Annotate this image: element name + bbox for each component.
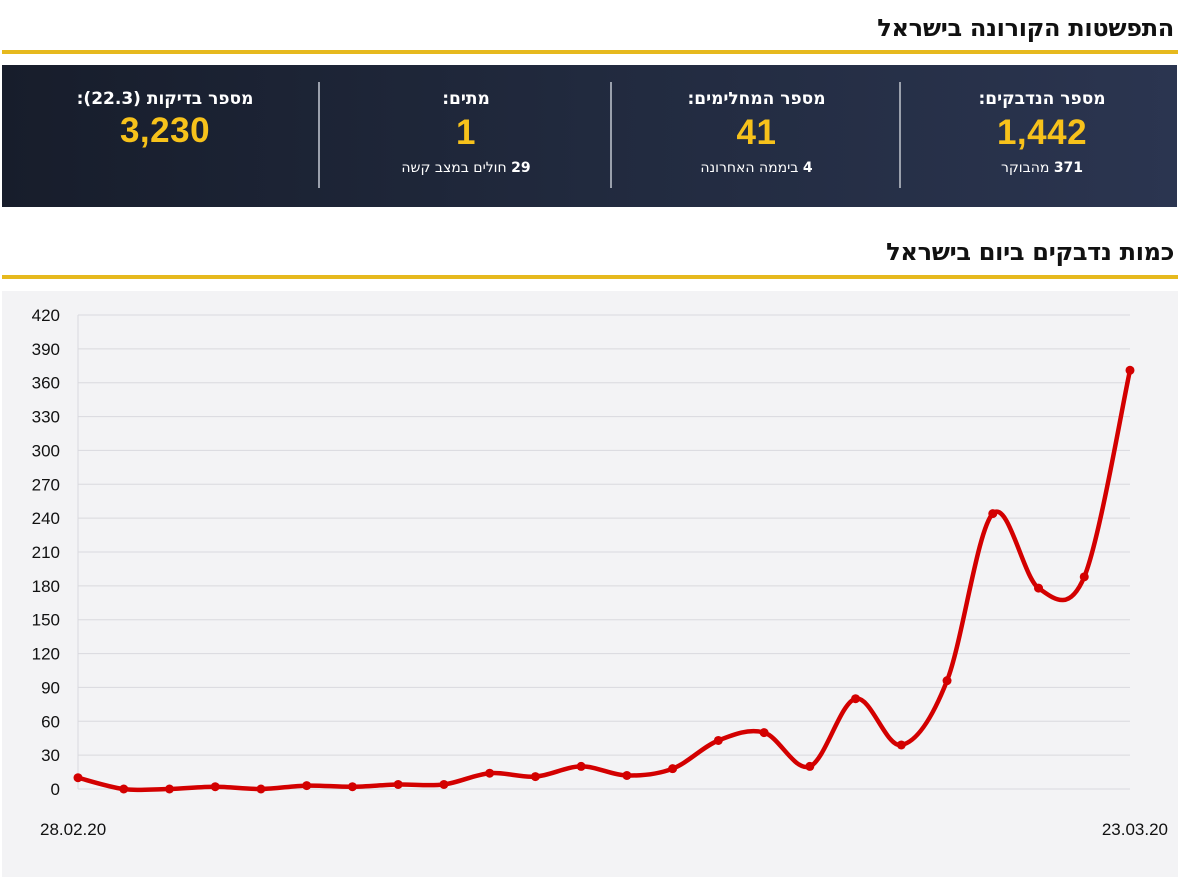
data-point <box>347 782 357 792</box>
y-tick-label: 390 <box>32 340 60 359</box>
data-points <box>73 365 1135 794</box>
stat-divider <box>610 82 612 188</box>
data-point <box>485 768 495 778</box>
stat-deaths: מתים: 1 29 חולים במצב קשה <box>322 65 610 207</box>
page-title: התפשטות הקורונה בישראל <box>877 14 1174 42</box>
series-line <box>75 368 1133 793</box>
line-chart: 0 30 60 90 120 150 180 210 240 270 300 330 360 390 420… <box>32 306 1168 839</box>
chart-panel: 0 30 60 90 120 150 180 210 240 270 300 330 360 390 420… <box>2 291 1178 877</box>
data-point <box>851 694 861 704</box>
chart-title-underline <box>2 275 1178 279</box>
stat-infected-sub: 371 מהבוקר <box>1000 160 1084 176</box>
y-tick-label: 300 <box>32 441 60 460</box>
stat-tests-value: 3,230 <box>119 111 211 150</box>
y-tick-label: 210 <box>32 543 60 562</box>
data-point <box>622 770 632 780</box>
stat-recovered: מספר המחלימים: 41 4 ביממה האחרונה <box>614 65 899 207</box>
stat-deaths-value: 1 <box>456 113 476 152</box>
data-point <box>1079 572 1089 582</box>
y-tick-label: 330 <box>32 408 60 427</box>
data-point <box>1034 583 1044 593</box>
data-point <box>759 728 769 738</box>
stats-panel: מספר הנדבקים: 1,442 371 מהבוקר מספר המחל… <box>2 65 1177 207</box>
stat-deaths-sub: 29 חולים במצב קשה <box>401 160 531 176</box>
data-point <box>896 740 906 750</box>
data-point <box>119 784 129 794</box>
stat-divider <box>318 82 320 188</box>
data-point <box>73 773 83 783</box>
y-tick-label: 270 <box>32 475 60 494</box>
chart-title: כמות נדבקים ביום בישראל <box>886 238 1174 266</box>
y-tick-label: 360 <box>32 374 60 393</box>
stat-divider <box>899 82 901 188</box>
y-axis-ticks: 0 30 60 90 120 150 180 210 240 270 300 330 360 390 420 <box>32 306 60 799</box>
data-point <box>210 782 220 792</box>
stat-recovered-sub: 4 ביממה האחרונה <box>700 160 813 176</box>
data-point <box>530 772 540 782</box>
y-tick-label: 150 <box>32 611 60 630</box>
data-point <box>302 781 312 791</box>
stat-infected-value: 1,442 <box>996 113 1088 152</box>
y-tick-label: 0 <box>51 780 60 799</box>
y-tick-label: 30 <box>41 746 60 765</box>
data-point <box>1125 365 1135 375</box>
x-start-label: 28.02.20 <box>40 820 106 839</box>
stat-recovered-value: 41 <box>736 113 777 152</box>
data-point <box>576 761 586 771</box>
stat-infected-label: מספר הנדבקים: <box>978 89 1106 109</box>
data-point <box>393 779 403 789</box>
data-point <box>942 676 952 686</box>
data-point <box>256 784 266 794</box>
stat-tests-label: מספר בדיקות (22.3): <box>76 89 254 109</box>
y-tick-label: 180 <box>32 577 60 596</box>
data-point <box>164 784 174 794</box>
chart-gridlines <box>78 314 1130 790</box>
stat-infected: מספר הנדבקים: 1,442 371 מהבוקר <box>908 65 1176 207</box>
data-point <box>668 764 678 774</box>
y-tick-label: 60 <box>41 712 60 731</box>
stat-deaths-label: מתים: <box>442 89 490 109</box>
data-point <box>713 735 723 745</box>
y-tick-label: 240 <box>32 509 60 528</box>
y-tick-label: 420 <box>32 306 60 325</box>
data-point <box>988 509 998 519</box>
y-tick-label: 120 <box>32 645 60 664</box>
x-end-label: 23.03.20 <box>1102 820 1168 839</box>
title-underline <box>2 50 1178 54</box>
data-point <box>439 779 449 789</box>
data-point <box>805 761 815 771</box>
y-tick-label: 90 <box>41 678 60 697</box>
stat-recovered-label: מספר המחלימים: <box>687 89 826 109</box>
stat-tests: מספר בדיקות (22.3): 3,230 <box>12 65 318 207</box>
